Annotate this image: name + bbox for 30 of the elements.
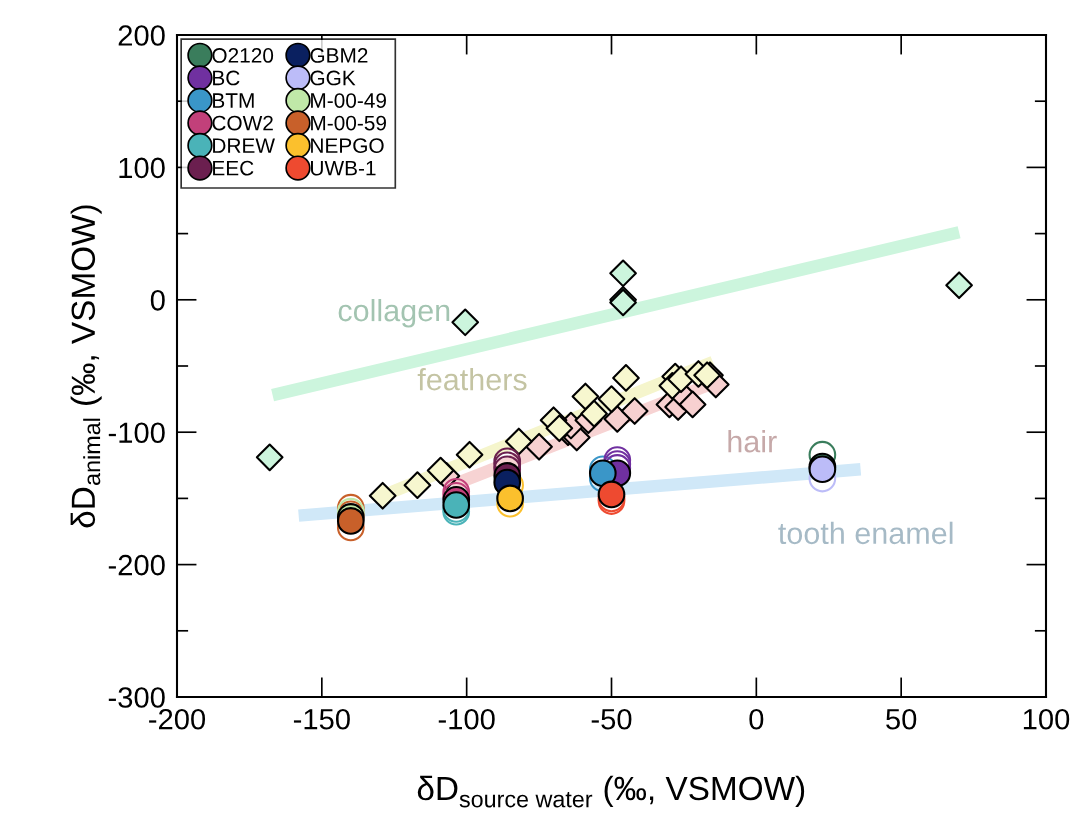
legend-label: GBM2 <box>310 48 368 63</box>
y-tick-label: -300 <box>108 687 165 708</box>
legend-label: DREW <box>213 138 275 153</box>
x-tick-label: -50 <box>591 708 632 730</box>
y-tick-label: 0 <box>150 290 165 311</box>
y-tick-label: 200 <box>118 25 165 46</box>
legend-label: NEPGO <box>311 138 384 153</box>
legend-label: O2120 <box>212 48 274 63</box>
legend-label: BTM <box>213 93 254 108</box>
legend-label: M-00-59 <box>311 115 386 131</box>
legend-label: GGK <box>310 70 356 86</box>
legend-label: COW2 <box>212 115 273 131</box>
x-tick-label: 0 <box>749 708 764 730</box>
annotation: collagen <box>338 298 450 328</box>
y-tick-label: -200 <box>108 554 165 576</box>
x-tick-label: -200 <box>149 708 206 730</box>
y-axis-title: δD$_{animal}$ (‰, VSMOW) <box>70 205 102 528</box>
legend-label: UWB-1 <box>311 160 376 176</box>
x-tick-label: -100 <box>438 708 495 730</box>
y-tick-label: -100 <box>108 422 165 444</box>
x-tick-label: 100 <box>1023 708 1070 730</box>
legend-label: EEC <box>213 160 254 176</box>
x-tick-label: -150 <box>293 708 350 730</box>
annotation: feathers <box>417 367 527 391</box>
legend-label: M-00-49 <box>311 93 386 108</box>
annotation: tooth enamel <box>778 521 953 545</box>
legend-label: BC <box>213 70 240 86</box>
x-tick-label: 50 <box>886 708 917 730</box>
annotation: hair <box>728 430 777 453</box>
y-tick-label: 100 <box>119 157 165 179</box>
